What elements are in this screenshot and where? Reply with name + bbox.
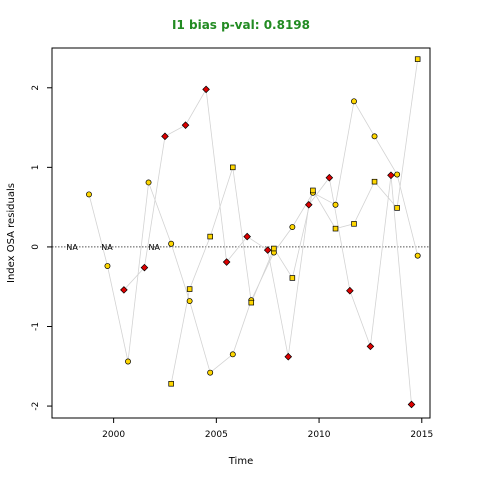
series-1-point [289,224,296,230]
series-3-point [414,56,421,62]
chart-title: I1 bias p-val: 0.8198 [172,18,310,32]
series-3-point [248,299,255,306]
na-label: NA [101,243,113,252]
plot-area: NA NA NA [52,56,430,409]
y-tick-label: 0 [31,244,41,250]
series-1-point [351,98,357,105]
series-3-point [371,178,378,185]
series-2-point [284,352,293,361]
axes: 2000 2005 2010 2015 -2 -1 0 1 2 [31,47,433,440]
series-3-point [271,245,277,252]
series-1-point [186,298,193,304]
series-1-line [88,100,419,374]
series-2-point [181,121,190,129]
series-3-point [230,164,236,171]
series-1-point [394,171,401,178]
series-1-point [371,133,378,140]
series-3-point [351,221,357,227]
y-tick-label: -2 [31,402,41,411]
series-2-point [161,132,169,141]
series-1-point [104,263,111,269]
series-3-point [168,381,174,387]
series-1-point [125,358,131,365]
series-3-point [310,187,316,194]
series-2-point [407,400,416,409]
y-axis-title: Index OSA residuals [6,183,17,283]
y-tick-label: 1 [31,164,41,170]
na-label: NA [149,243,161,252]
series-2-point [120,286,128,294]
series-1-point [207,369,214,376]
x-tick-label: 2015 [410,430,433,440]
series-1-point [168,240,175,247]
series-1-point [86,191,92,198]
series-2-point [366,342,375,351]
series-2-point [346,286,354,295]
series-2-point [304,200,313,209]
series-2-point [263,246,272,254]
series-2-point [387,171,395,180]
series-1-point [145,179,152,186]
series-2-point [243,232,251,241]
series-2-point [202,85,210,94]
x-tick-label: 2000 [102,430,125,440]
series-3-point [186,286,193,292]
series-3-point [332,225,339,232]
plot-frame [51,47,431,419]
series-3-point [289,275,296,281]
y-tick-label: -1 [31,322,41,331]
series-1-point [414,252,421,259]
x-tick-label: 2005 [205,430,228,440]
x-tick-label: 2010 [308,430,331,440]
x-axis-title: Time [228,456,253,467]
series-2-point [140,263,149,272]
series-3-point [207,233,213,240]
series-3-point [394,205,400,211]
y-tick-label: 2 [31,85,41,91]
na-label: NA [66,243,78,252]
series-1-point [229,351,236,358]
series-2-point [222,258,231,266]
series-2-point [325,173,334,182]
series-1-point [332,201,339,208]
